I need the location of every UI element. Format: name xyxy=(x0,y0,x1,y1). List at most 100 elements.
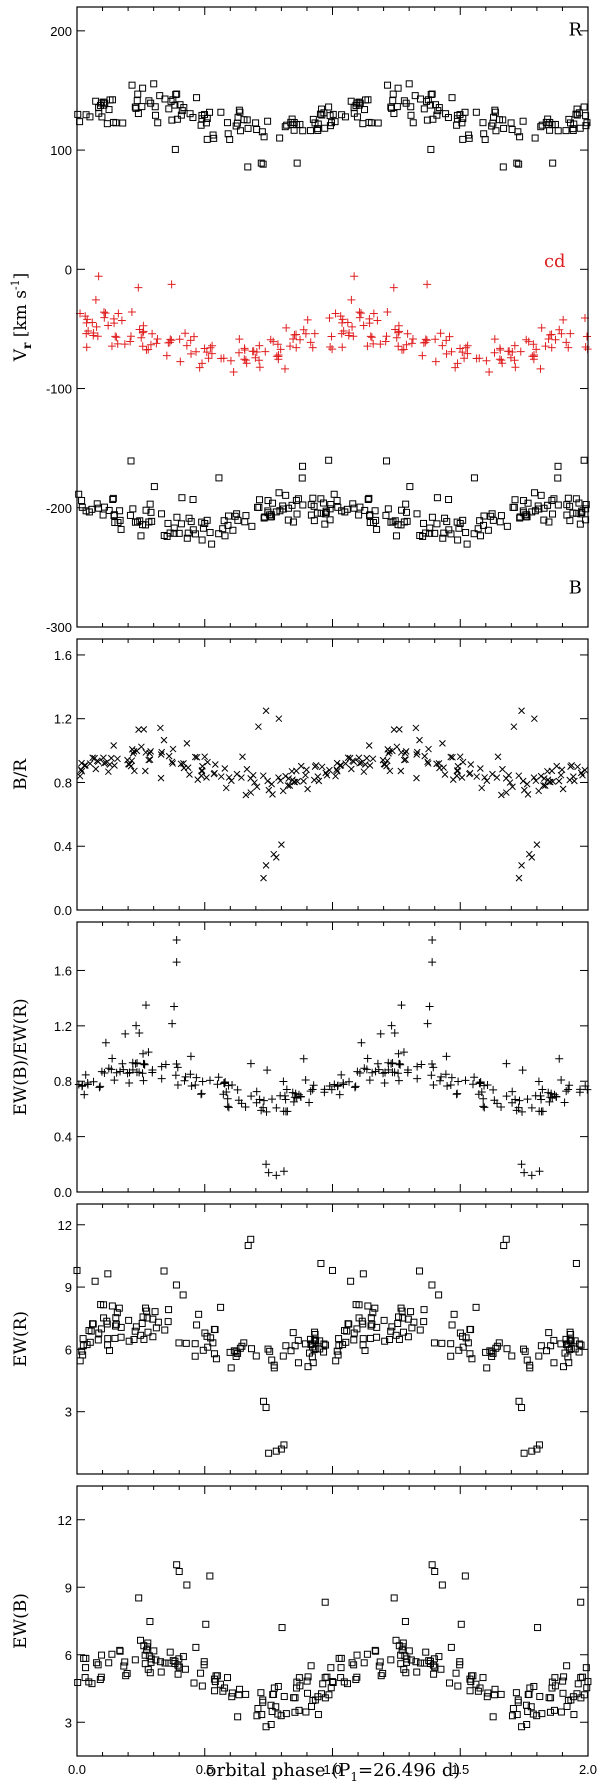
data-point xyxy=(94,1336,102,1344)
data-point xyxy=(280,1091,289,1100)
data-point xyxy=(538,1085,547,1094)
data-point xyxy=(521,1347,529,1355)
data-point xyxy=(338,315,347,324)
data-point xyxy=(497,1690,505,1698)
data-point xyxy=(387,1327,395,1335)
data-point xyxy=(515,1397,523,1405)
data-point xyxy=(302,771,309,779)
data-point xyxy=(431,335,440,344)
data-point xyxy=(339,1078,348,1087)
data-point xyxy=(412,724,420,732)
data-point xyxy=(213,1080,222,1089)
data-point xyxy=(538,1107,547,1116)
data-point xyxy=(515,772,523,780)
data-point xyxy=(374,1065,383,1074)
data-point xyxy=(403,329,412,338)
data-point xyxy=(431,529,439,537)
data-point xyxy=(562,1335,570,1343)
data-point xyxy=(371,1304,379,1312)
data-point xyxy=(447,1352,455,1360)
data-point xyxy=(544,1088,553,1097)
data-point xyxy=(509,503,517,511)
data-point xyxy=(152,1656,160,1664)
data-point xyxy=(200,344,209,353)
data-point xyxy=(262,1160,271,1169)
y-tick-label: 1.2 xyxy=(54,1019,72,1034)
data-point xyxy=(174,1670,182,1678)
data-point xyxy=(314,773,322,780)
y-tick-label: -200 xyxy=(46,501,72,516)
data-point xyxy=(509,783,516,791)
data-point xyxy=(192,1643,200,1651)
data-point xyxy=(497,1103,506,1112)
data-point xyxy=(540,775,548,782)
data-point xyxy=(131,767,138,775)
data-point xyxy=(337,329,346,338)
data-point xyxy=(408,1324,416,1332)
data-point xyxy=(303,1689,311,1697)
data-point xyxy=(373,1059,382,1068)
data-point xyxy=(544,501,552,509)
data-point xyxy=(362,1065,371,1074)
data-point xyxy=(143,1314,151,1322)
data-point xyxy=(379,1069,388,1078)
data-point xyxy=(301,329,310,338)
data-point xyxy=(554,501,562,509)
data-point xyxy=(413,748,421,756)
data-point xyxy=(430,1670,438,1678)
data-point xyxy=(366,518,374,526)
y-tick-label: 6 xyxy=(65,1648,72,1663)
data-point xyxy=(233,770,241,778)
data-point xyxy=(219,1687,227,1695)
data-point xyxy=(326,766,333,774)
data-point xyxy=(289,1329,297,1337)
data-point xyxy=(224,521,232,529)
data-point xyxy=(516,513,524,521)
data-point xyxy=(261,347,270,356)
data-point xyxy=(107,1065,116,1074)
data-point xyxy=(276,134,284,142)
data-point xyxy=(438,1581,446,1589)
data-point xyxy=(192,347,201,356)
data-point xyxy=(353,1673,361,1681)
data-point xyxy=(88,318,97,327)
data-point xyxy=(573,111,581,119)
data-point xyxy=(138,103,146,111)
data-point xyxy=(248,347,257,356)
data-point xyxy=(100,759,108,767)
data-point xyxy=(321,124,329,132)
data-point xyxy=(191,530,199,538)
data-point xyxy=(294,1359,302,1367)
data-point xyxy=(211,1326,219,1334)
data-point xyxy=(456,1658,464,1666)
data-point xyxy=(98,113,106,121)
data-point xyxy=(337,1654,345,1662)
data-point xyxy=(463,349,472,358)
data-point xyxy=(490,335,499,344)
data-point xyxy=(392,532,400,540)
data-point xyxy=(454,1682,462,1690)
data-point xyxy=(105,106,113,114)
data-point xyxy=(97,1301,105,1309)
data-point xyxy=(541,342,550,351)
data-point xyxy=(106,1347,114,1355)
data-point xyxy=(225,774,233,781)
data-point xyxy=(461,1572,469,1580)
data-point xyxy=(154,119,162,127)
data-point xyxy=(372,1647,380,1655)
data-point xyxy=(131,518,139,526)
data-point xyxy=(239,753,246,761)
data-point xyxy=(106,96,114,104)
data-point xyxy=(189,496,197,504)
data-point xyxy=(379,756,387,764)
data-point xyxy=(453,359,462,368)
data-point xyxy=(144,1048,153,1057)
data-point xyxy=(134,283,143,292)
data-point xyxy=(240,344,249,353)
data-point xyxy=(483,777,491,785)
data-point xyxy=(282,1342,290,1350)
data-point xyxy=(520,1449,528,1457)
y-tick-label: 1.6 xyxy=(54,963,72,978)
y-axis-label: B/R xyxy=(11,758,31,790)
data-point xyxy=(350,1661,358,1669)
